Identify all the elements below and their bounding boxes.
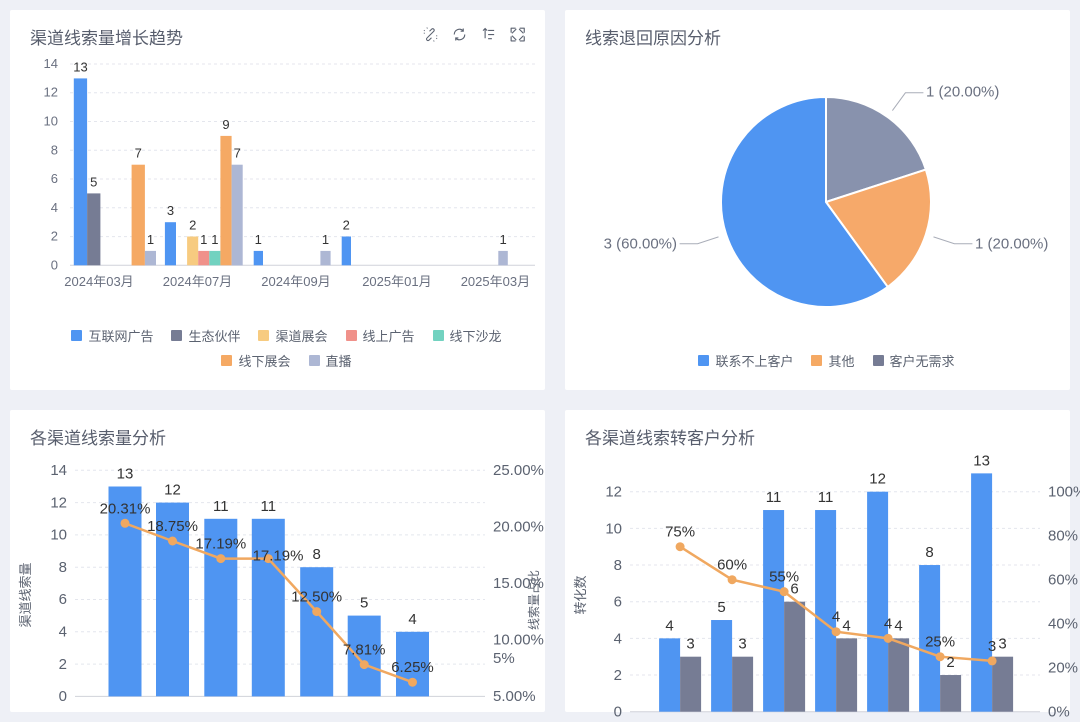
svg-text:11: 11 xyxy=(766,489,782,506)
svg-text:4: 4 xyxy=(842,617,850,634)
svg-text:20.31%: 20.31% xyxy=(100,500,151,517)
svg-text:18.75%: 18.75% xyxy=(147,518,198,535)
svg-text:2: 2 xyxy=(189,218,196,233)
svg-text:60%: 60% xyxy=(1048,572,1078,589)
svg-text:13: 13 xyxy=(117,466,134,483)
svg-text:线索量占比: 线索量占比 xyxy=(526,570,541,630)
svg-text:3: 3 xyxy=(167,203,174,218)
svg-text:5.00%: 5.00% xyxy=(493,688,536,705)
svg-text:2024年03月: 2024年03月 xyxy=(64,274,133,289)
svg-text:12: 12 xyxy=(50,494,67,511)
svg-text:3 (60.00%): 3 (60.00%) xyxy=(604,236,677,253)
svg-text:5: 5 xyxy=(717,599,725,616)
svg-text:1 (20.00%): 1 (20.00%) xyxy=(975,236,1048,253)
svg-text:10: 10 xyxy=(44,114,58,129)
svg-text:6: 6 xyxy=(614,594,622,611)
svg-text:1: 1 xyxy=(499,232,506,247)
svg-text:2: 2 xyxy=(51,229,58,244)
svg-text:4: 4 xyxy=(614,630,622,647)
svg-text:12: 12 xyxy=(605,484,622,501)
svg-text:6: 6 xyxy=(790,581,798,598)
svg-text:6: 6 xyxy=(51,171,58,186)
svg-text:5: 5 xyxy=(360,595,368,612)
svg-text:6: 6 xyxy=(59,591,67,608)
svg-text:40%: 40% xyxy=(1048,616,1078,633)
svg-text:0%: 0% xyxy=(1048,704,1070,721)
svg-text:5: 5 xyxy=(90,174,97,189)
svg-text:100%: 100% xyxy=(1048,484,1080,501)
svg-text:10.00%: 10.00% xyxy=(493,632,544,649)
svg-text:1: 1 xyxy=(322,232,329,247)
svg-text:2: 2 xyxy=(946,654,954,671)
svg-text:12: 12 xyxy=(44,85,58,100)
svg-text:8: 8 xyxy=(59,559,67,576)
svg-text:11: 11 xyxy=(261,498,277,515)
svg-text:13: 13 xyxy=(73,59,87,74)
svg-text:4: 4 xyxy=(832,609,840,626)
svg-text:2025年01月: 2025年01月 xyxy=(362,274,431,289)
svg-text:4: 4 xyxy=(894,617,902,634)
svg-text:14: 14 xyxy=(44,56,58,71)
svg-text:17.19%: 17.19% xyxy=(195,536,246,553)
svg-text:3: 3 xyxy=(998,636,1006,653)
svg-text:17.19%: 17.19% xyxy=(253,548,304,565)
svg-text:3: 3 xyxy=(686,636,694,653)
svg-text:8: 8 xyxy=(614,557,622,574)
svg-text:12: 12 xyxy=(869,471,886,488)
svg-text:4: 4 xyxy=(884,615,892,632)
svg-text:10: 10 xyxy=(50,527,67,544)
svg-text:2: 2 xyxy=(59,656,67,673)
svg-text:0: 0 xyxy=(59,688,67,705)
svg-text:6.25%: 6.25% xyxy=(391,659,434,676)
svg-text:9: 9 xyxy=(222,117,229,132)
svg-text:1 (20.00%): 1 (20.00%) xyxy=(926,84,999,101)
svg-text:2024年09月: 2024年09月 xyxy=(261,274,330,289)
svg-text:3: 3 xyxy=(738,636,746,653)
svg-text:75%: 75% xyxy=(665,524,695,541)
svg-text:10: 10 xyxy=(605,520,622,537)
svg-text:1: 1 xyxy=(147,232,154,247)
svg-text:4: 4 xyxy=(59,624,67,641)
svg-text:13: 13 xyxy=(973,452,990,469)
svg-text:12: 12 xyxy=(164,482,181,499)
svg-text:20%: 20% xyxy=(1048,660,1078,677)
svg-text:8: 8 xyxy=(925,544,933,561)
svg-text:5%: 5% xyxy=(493,650,515,667)
svg-text:80%: 80% xyxy=(1048,528,1078,545)
svg-text:3: 3 xyxy=(988,638,996,655)
svg-text:25%: 25% xyxy=(925,634,955,651)
svg-text:转化数: 转化数 xyxy=(573,575,588,614)
svg-text:7: 7 xyxy=(234,146,241,161)
svg-text:渠道线索量: 渠道线索量 xyxy=(18,562,33,627)
svg-text:4: 4 xyxy=(665,617,673,634)
svg-text:14: 14 xyxy=(50,462,67,479)
svg-text:11: 11 xyxy=(818,489,834,506)
svg-text:0: 0 xyxy=(51,257,58,272)
svg-text:2: 2 xyxy=(614,667,622,684)
svg-text:1: 1 xyxy=(200,232,207,247)
svg-text:20.00%: 20.00% xyxy=(493,519,544,536)
svg-text:1: 1 xyxy=(255,232,262,247)
svg-text:4: 4 xyxy=(408,611,416,628)
svg-text:8: 8 xyxy=(51,142,58,157)
svg-text:0: 0 xyxy=(614,704,622,721)
svg-text:1: 1 xyxy=(211,232,218,247)
svg-text:2025年03月: 2025年03月 xyxy=(461,274,530,289)
svg-text:7: 7 xyxy=(135,146,142,161)
svg-text:4: 4 xyxy=(51,200,58,215)
svg-text:60%: 60% xyxy=(717,557,747,574)
svg-text:2: 2 xyxy=(343,218,350,233)
svg-text:8: 8 xyxy=(313,546,321,563)
svg-text:7.81%: 7.81% xyxy=(343,642,386,659)
svg-text:25.00%: 25.00% xyxy=(493,462,544,479)
svg-text:2024年07月: 2024年07月 xyxy=(163,274,232,289)
svg-text:11: 11 xyxy=(213,498,229,515)
svg-text:12.50%: 12.50% xyxy=(291,589,342,606)
